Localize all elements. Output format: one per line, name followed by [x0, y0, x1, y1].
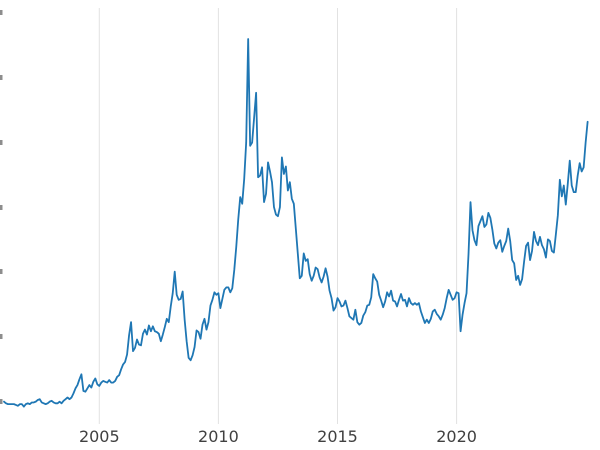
y-tick-label-fragment-1	[0, 75, 3, 80]
x-tick-label-2010: 2010	[198, 427, 239, 446]
price-line	[3, 38, 589, 408]
y-tick-label-fragment-0	[0, 10, 3, 15]
y-tick-label-fragment-6	[0, 399, 3, 404]
y-tick-label-fragment-2	[0, 140, 3, 145]
x-tick-label-2005: 2005	[79, 427, 120, 446]
y-tick-label-fragment-5	[0, 334, 3, 339]
x-tick-label-2015: 2015	[317, 427, 358, 446]
x-tick-label-2020: 2020	[436, 427, 477, 446]
y-tick-label-fragment-4	[0, 269, 3, 274]
y-tick-label-fragment-3	[0, 205, 3, 210]
